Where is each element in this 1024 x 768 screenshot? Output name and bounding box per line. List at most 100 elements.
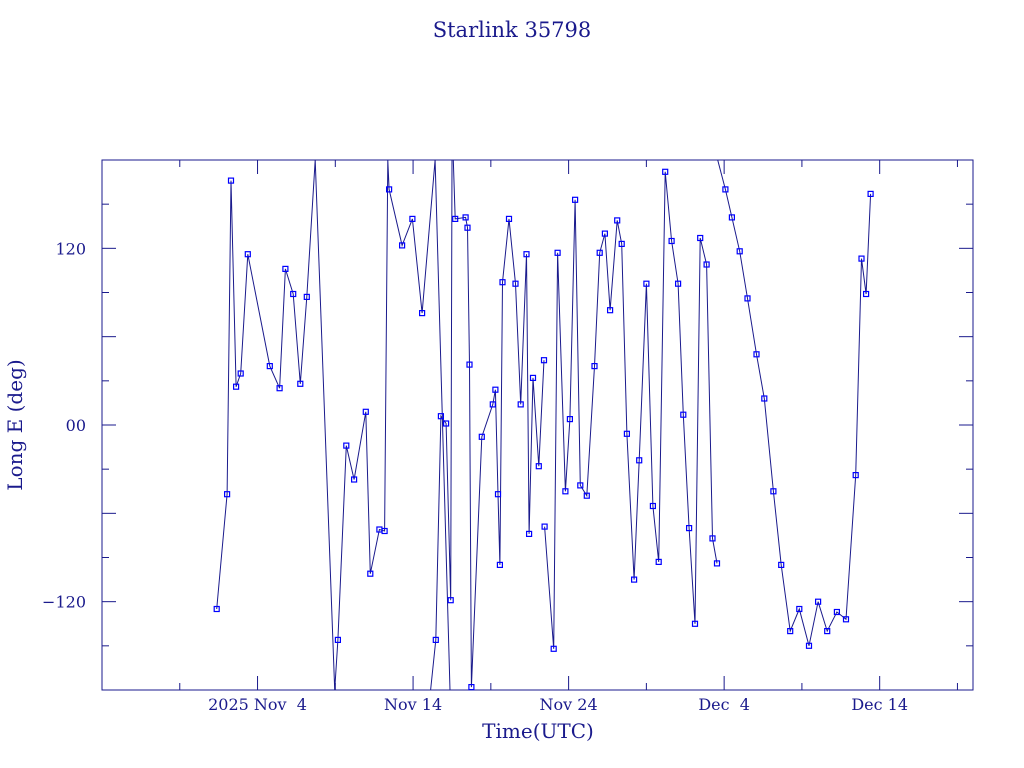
data-point [447,597,454,604]
series-line [216,160,451,690]
data-point [744,295,751,302]
data-point [290,290,297,298]
data-point [505,215,513,222]
data-point [728,214,736,221]
series-lines [216,160,872,690]
data-point [778,561,785,569]
data-point [691,620,699,627]
data-point [571,196,579,203]
data-point [697,234,704,242]
data-point [753,351,760,358]
data-point [618,240,625,247]
data-point [512,280,519,287]
data-point [464,224,471,231]
data-point [303,293,310,300]
axis-tick-labels: 2025 Nov 4 Nov 14 Nov 24 Dec 4 Dec 14 120 00 −1… [42,239,908,714]
data-point [535,463,542,470]
y-tick-label: 00 [66,416,86,435]
series-line [717,160,872,646]
data-point [224,491,231,498]
data-point [386,186,393,193]
series-markers [213,168,874,691]
data-point [577,482,584,489]
data-point [541,523,548,530]
data-point [601,230,609,237]
data-point [466,361,473,368]
data-point [351,476,358,483]
data-point [297,380,304,387]
data-point [409,215,416,222]
data-point [668,237,675,245]
data-point [614,217,621,224]
data-point [583,492,590,499]
data-point [636,457,643,464]
data-point [722,186,729,193]
data-point [213,605,220,613]
data-point [685,524,693,532]
data-point [862,290,870,298]
data-point [499,279,506,286]
data-point [713,560,721,567]
data-point [381,527,388,535]
x-tick-label: Nov 24 [540,695,598,714]
data-point [452,215,459,222]
data-point [282,265,289,272]
data-point [858,255,865,262]
data-point [805,642,813,649]
data-point [591,363,598,370]
y-tick-label: 120 [55,239,86,258]
data-point [517,401,524,408]
data-point [494,491,502,498]
data-point [770,488,777,495]
data-point [419,310,426,317]
data-point [399,242,406,249]
data-point [833,608,841,616]
data-point [562,488,569,495]
data-point [237,370,244,377]
data-point [630,576,638,583]
data-point [796,605,803,613]
axis-ticks [101,160,973,690]
data-point [709,535,716,542]
data-point [266,363,273,370]
x-tick-label: Nov 14 [384,695,442,714]
data-point [540,357,548,364]
data-point [867,190,874,197]
data-point [842,616,850,623]
data-point [649,502,657,510]
data-point [814,598,822,605]
data-point [550,645,557,652]
data-point [761,395,768,402]
data-point [787,627,794,635]
y-tick-label: −120 [42,593,86,612]
data-point [623,430,631,437]
data-point [432,636,439,644]
x-tick-label: Dec 14 [851,695,908,714]
data-point [276,385,283,392]
data-point [443,420,450,427]
series-line [430,160,453,690]
data-point [566,416,574,423]
data-point [606,307,614,314]
data-point [492,386,499,393]
data-point [680,411,687,418]
y-axis-title: Long E (deg) [3,359,27,490]
data-point [554,249,561,256]
data-point [529,374,537,381]
data-point [703,261,710,268]
data-point [523,251,530,258]
x-tick-label: 2025 Nov 4 [208,695,307,714]
data-point [674,280,682,287]
data-point [334,636,341,644]
x-tick-label: Dec 4 [698,695,750,714]
data-point [227,177,235,184]
data-point [852,472,859,479]
data-point [367,570,374,577]
data-point [244,251,251,258]
series-line [452,160,545,688]
data-point [824,627,831,635]
chart-title: Starlink 35798 [433,18,592,42]
data-point [468,683,475,691]
data-point [437,413,444,420]
